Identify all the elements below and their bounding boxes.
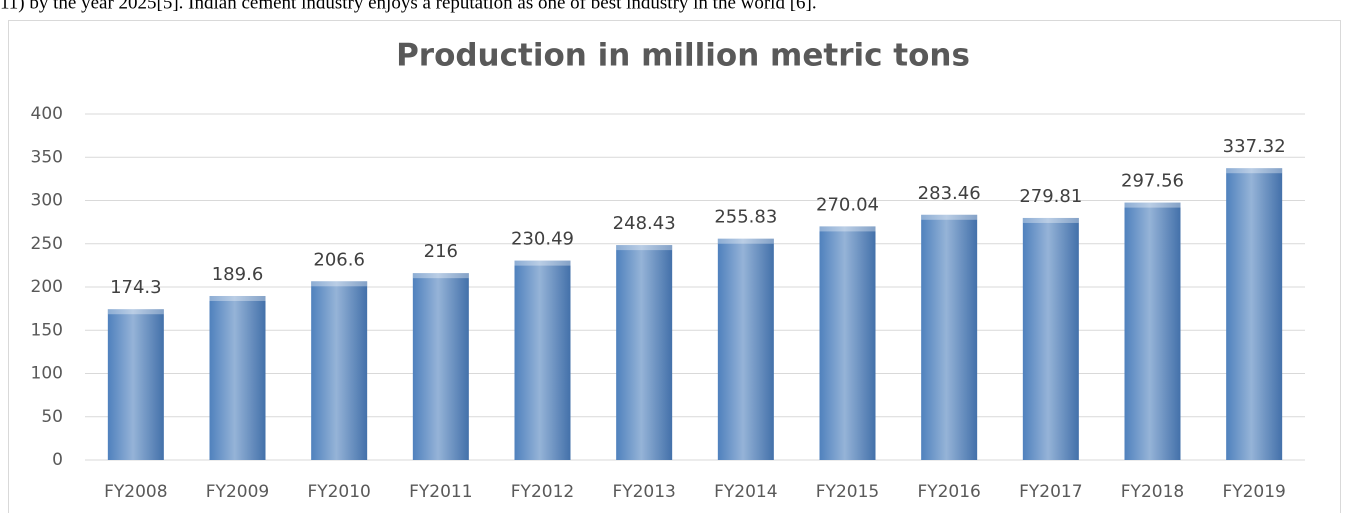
data-label: 174.3 (110, 277, 162, 298)
y-tick-label: 350 (31, 147, 63, 167)
bar (1124, 202, 1181, 460)
bar-top (1022, 217, 1079, 223)
x-tick-label: FY2011 (409, 482, 472, 502)
data-label: 337.32 (1223, 136, 1286, 157)
x-tick-label: FY2018 (1121, 482, 1184, 502)
bar-top (514, 260, 571, 266)
y-tick-label: 100 (31, 364, 63, 384)
bar (412, 273, 469, 460)
data-label: 297.56 (1121, 171, 1184, 192)
x-tick-label: FY2009 (206, 482, 269, 502)
bar (921, 214, 978, 460)
x-tick-label: FY2017 (1019, 482, 1082, 502)
bar-top (311, 281, 368, 287)
y-tick-label: 400 (31, 104, 63, 124)
data-label: 189.6 (212, 264, 264, 285)
bar (107, 309, 164, 460)
bar-top (1124, 202, 1181, 208)
bar-top (412, 273, 469, 279)
bar (311, 281, 368, 460)
y-tick-label: 50 (41, 407, 63, 427)
bar-top (107, 309, 164, 315)
bar-top (209, 295, 266, 301)
y-tick-label: 150 (31, 320, 63, 340)
bar (717, 238, 774, 460)
x-tick-label: FY2008 (104, 482, 167, 502)
bar-top (717, 238, 774, 244)
bar (616, 245, 673, 460)
data-label: 255.83 (714, 207, 777, 228)
y-tick-label: 250 (31, 234, 63, 254)
data-label: 283.46 (918, 183, 981, 204)
y-tick-label: 0 (52, 450, 63, 470)
bar (209, 295, 266, 460)
bar-top (616, 245, 673, 251)
bar-top (1226, 168, 1283, 174)
y-tick-label: 200 (31, 277, 63, 297)
chart-title: Production in million metric tons (396, 38, 970, 74)
data-label: 230.49 (511, 229, 574, 250)
x-tick-label: FY2010 (307, 482, 370, 502)
bar-top (819, 226, 876, 232)
data-label: 206.6 (313, 249, 365, 270)
y-tick-label: 300 (31, 191, 63, 211)
bar-top (921, 214, 978, 220)
context-text: 11) by the year 2025[5]. Indian cement i… (0, 0, 817, 13)
x-tick-label: FY2012 (511, 482, 574, 502)
data-label: 216 (424, 241, 458, 262)
data-label: 270.04 (816, 194, 879, 215)
x-tick-label: FY2013 (612, 482, 675, 502)
x-tick-label: FY2019 (1222, 482, 1285, 502)
bar (514, 260, 571, 460)
x-tick-label: FY2014 (714, 482, 777, 502)
bar (1022, 217, 1079, 460)
data-label: 279.81 (1019, 186, 1082, 207)
x-tick-label: FY2015 (816, 482, 879, 502)
x-tick-label: FY2016 (917, 482, 980, 502)
bar (819, 226, 876, 460)
data-label: 248.43 (613, 213, 676, 234)
bar (1226, 168, 1283, 460)
